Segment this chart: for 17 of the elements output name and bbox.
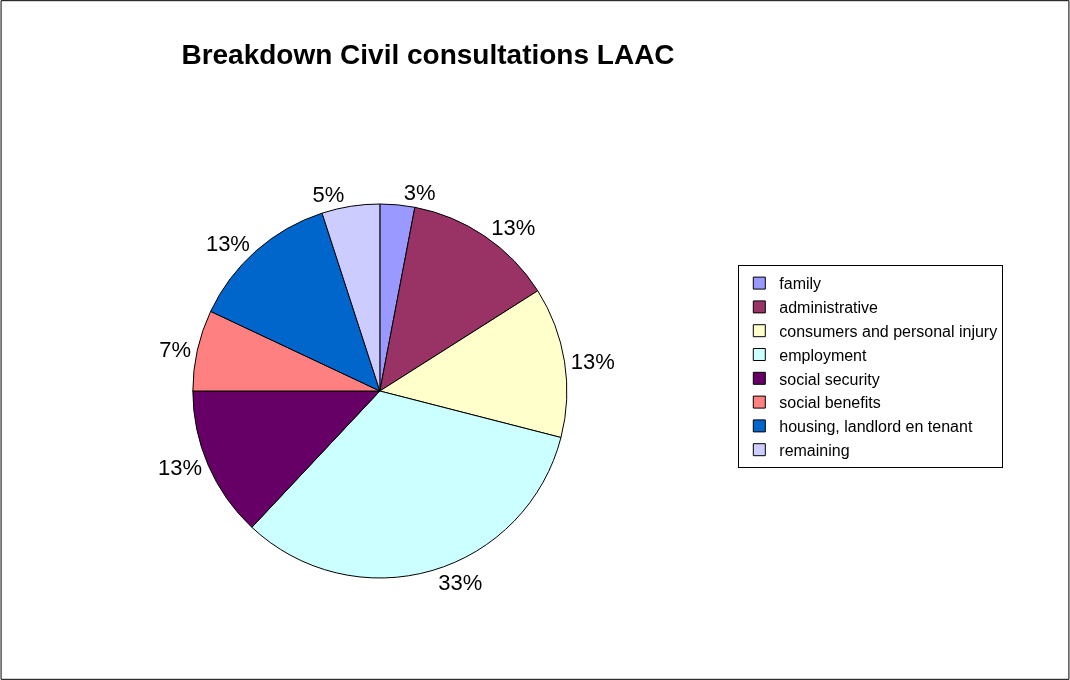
legend-label: housing, landlord en tenant [779,418,973,436]
data-label: 13% [491,215,536,241]
legend-label: employment [779,346,867,364]
legend-label: social security [779,370,880,388]
legend-label: remaining [779,441,850,459]
data-label: 13% [205,231,250,257]
data-label: 3% [403,179,436,205]
data-label: 33% [438,569,483,595]
data-label: 13% [570,348,615,374]
legend-label: family [779,275,822,293]
legend-label: administrative [779,299,879,317]
legend-label: consumers and personal injury [779,322,998,340]
data-label: 7% [159,337,192,363]
legend-label: social benefits [779,394,881,412]
data-label: 5% [312,181,345,207]
chart-title: Breakdown Civil consultations LAAC [181,39,675,71]
data-label: 13% [157,454,202,480]
